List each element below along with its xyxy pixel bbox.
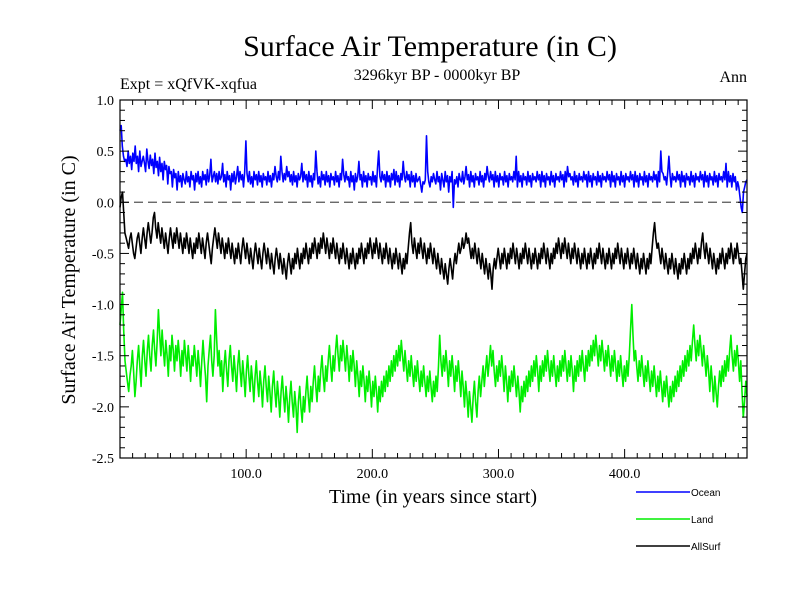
x-tick-label: 300.0 [483,467,515,482]
y-tick-label: 0.0 [97,196,115,211]
x-tick-label: 400.0 [609,467,641,482]
plot-frame [119,99,748,459]
x-tick-label: 200.0 [357,467,389,482]
y-tick-label: 0.5 [97,145,115,160]
legend-label-ocean: Ocean [691,488,720,499]
series-line-land [119,291,748,434]
season-label: Ann [719,69,747,86]
chart-subtitle: 3296kyr BP - 0000kyr BP [354,67,521,84]
legend-label-land: Land [691,515,713,526]
y-tick-label: 1.0 [97,94,115,109]
chart-title: Surface Air Temperature (in C) [243,30,617,63]
series-layer [119,124,748,434]
y-tick-label: -1.0 [92,299,114,314]
legend-label-allsurf: AllSurf [691,542,721,553]
y-tick-label: -1.5 [92,350,114,365]
y-tick-label: -0.5 [92,247,114,262]
x-axis-label: Time (in years since start) [329,486,537,508]
experiment-label: Expt = xQfVK-xqfua [120,76,257,93]
series-line-ocean [119,124,748,214]
x-tick-label: 100.0 [230,467,262,482]
y-tick-label: -2.0 [92,401,114,416]
y-tick-label: -2.5 [92,452,114,467]
y-axis-label: Surface Air Temperature (in C) [58,155,80,404]
legend: Ocean Land AllSurf [636,488,721,553]
tick-layer: 1.0 0.5 0.0 -0.5 -1.0 -1.5 -2.0 -2.5 100.0 200.0 3… [92,94,747,482]
series-line-allsurf [119,191,748,291]
